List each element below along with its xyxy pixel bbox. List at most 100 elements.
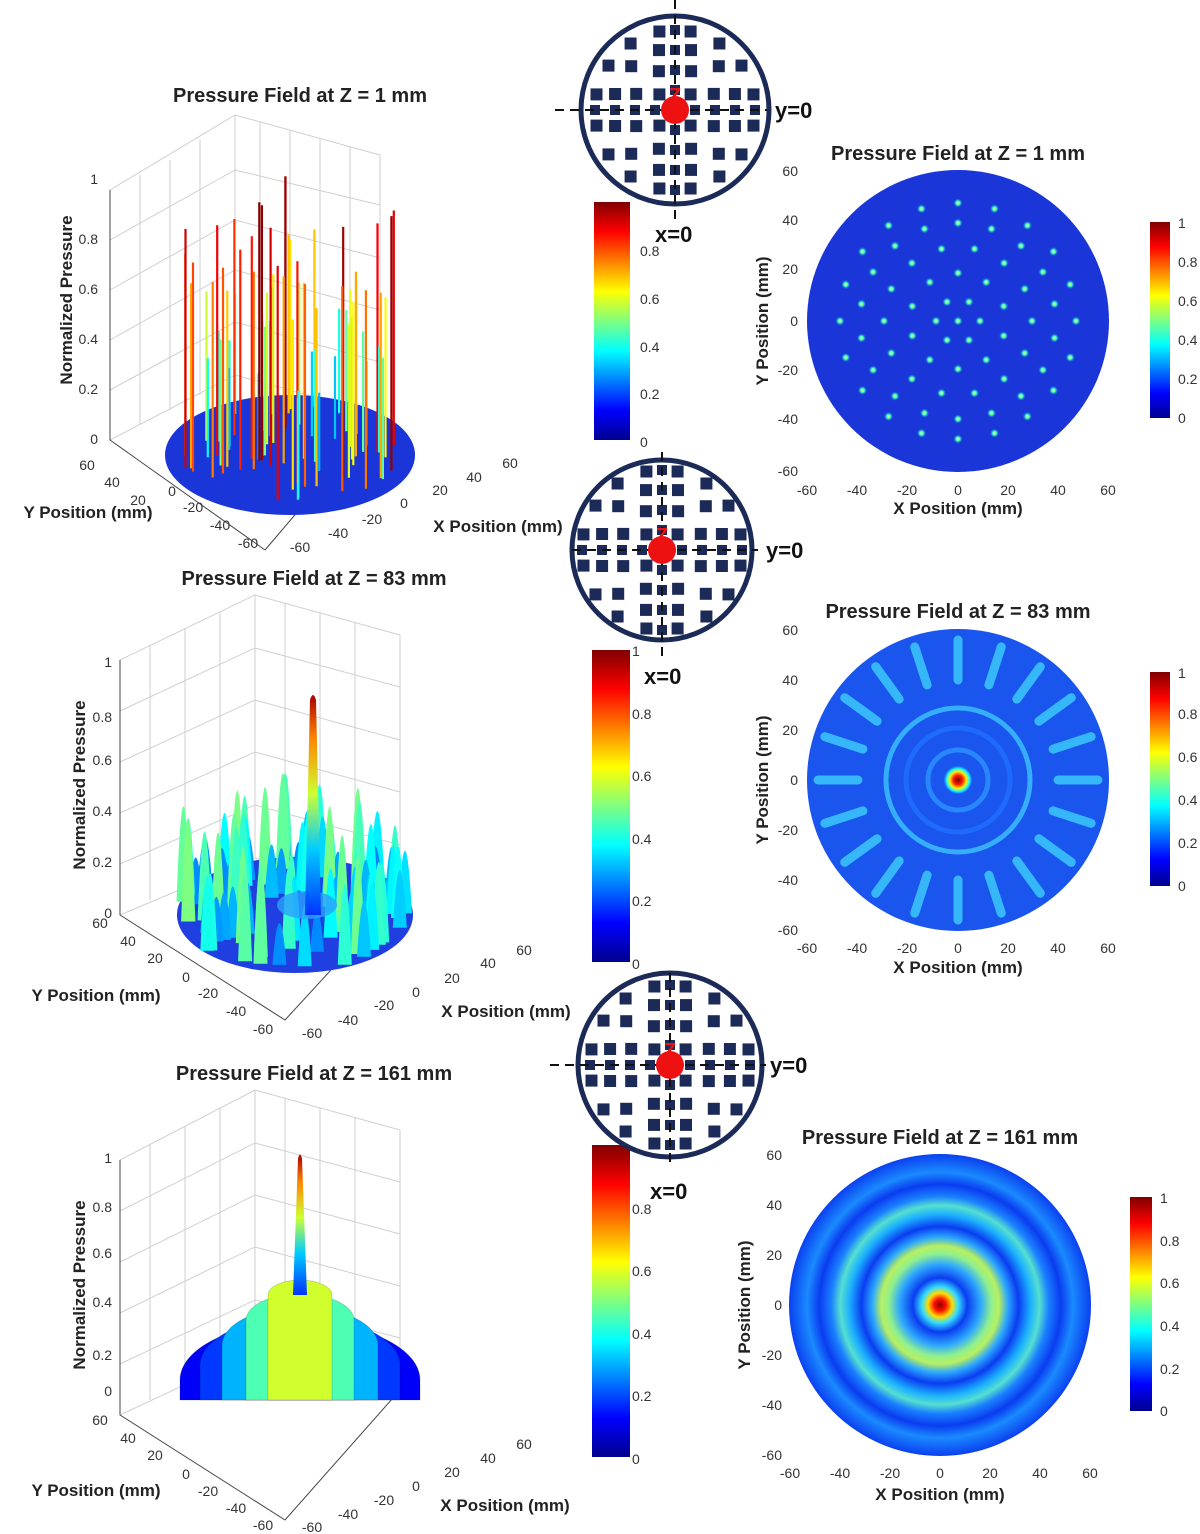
array-element <box>705 1060 715 1070</box>
x-axis-label: X Position (mm) <box>441 1002 570 1021</box>
pressure-spot <box>879 316 889 326</box>
z-tick: 0 <box>90 431 98 447</box>
y-tick: -60 <box>253 1021 273 1037</box>
array-element <box>640 528 653 541</box>
colorbar-tick: 0.2 <box>1178 835 1198 851</box>
array-element <box>707 120 720 133</box>
panel-2d-z161: Pressure Field at Z = 161 mm 60 40 20 0 … <box>735 1127 1180 1504</box>
array-element <box>653 119 666 132</box>
focal-peak <box>293 1154 307 1295</box>
panel-3d-z161: Pressure Field at Z = 161 mm 0 0.2 0.4 0… <box>31 1063 569 1534</box>
y-tick: -40 <box>210 517 230 533</box>
array-element <box>671 559 684 572</box>
array-element <box>624 170 637 183</box>
array-element <box>577 545 587 555</box>
colorbar-tick: 0 <box>1178 878 1186 894</box>
z-axis-marker: Z <box>656 525 668 547</box>
array-element <box>653 182 666 195</box>
focus-marker <box>661 96 689 124</box>
y-tick: 40 <box>104 474 120 490</box>
colorbar <box>592 1145 630 1457</box>
array-element <box>694 560 707 573</box>
y-tick: 20 <box>147 950 163 966</box>
pressure-spot <box>1065 279 1076 290</box>
array-element <box>590 88 603 101</box>
y-tick: 40 <box>782 212 798 228</box>
z-tick: 0 <box>104 905 112 921</box>
array-element <box>652 65 665 78</box>
pressure-spot <box>840 279 851 290</box>
array-element <box>680 1097 693 1110</box>
colorbar-tick: 1 <box>632 643 640 659</box>
y-tick: 20 <box>130 492 146 508</box>
pressure-spot <box>886 348 897 359</box>
array-element <box>577 559 590 572</box>
array-element <box>730 1103 743 1116</box>
y-tick: -60 <box>778 922 798 938</box>
x-tick: -60 <box>797 940 817 956</box>
pressure-spot <box>868 267 879 277</box>
array-diagram-3: Z y=0 x=0 <box>550 970 807 1204</box>
pressure-spot <box>1016 391 1026 402</box>
radial-lobe <box>1034 693 1076 726</box>
z-tick: 0.4 <box>79 331 99 347</box>
array-element <box>707 1102 720 1115</box>
y-tick: 0 <box>182 1466 190 1482</box>
radial-lobe <box>871 662 904 704</box>
pressure-spot <box>868 365 879 375</box>
array-element <box>685 163 697 176</box>
colorbar-tick: 0.8 <box>632 706 652 722</box>
array-element <box>652 142 665 155</box>
pressure-spot <box>907 330 918 341</box>
array-element <box>728 120 741 132</box>
x-tick: -20 <box>897 940 917 956</box>
pressure-spot <box>953 198 963 208</box>
array-element <box>685 65 698 78</box>
pressure-spot <box>989 428 1000 439</box>
panel-2d-z1: Pressure Field at Z = 1 mm 60 40 20 0 -2… <box>753 143 1198 518</box>
x-tick: 40 <box>1032 1465 1048 1481</box>
array-element <box>648 1043 661 1056</box>
colorbar-tick: 1 <box>1178 665 1186 681</box>
y-axis-label: Y Position (mm) <box>31 1481 160 1500</box>
radial-lobe <box>820 732 868 754</box>
colorbar-tick: 0.2 <box>632 1388 652 1404</box>
pressure-spot <box>835 316 845 326</box>
heatmap-spots <box>835 198 1081 444</box>
array-element <box>679 1137 692 1150</box>
x-tick: 60 <box>516 1436 532 1452</box>
y-tick: -20 <box>183 499 203 515</box>
pressure-spot <box>986 408 997 419</box>
concentric-ring <box>903 725 1013 835</box>
array-element <box>672 505 685 518</box>
array-element <box>699 587 712 600</box>
pressure-spot <box>942 296 952 307</box>
y-tick: -40 <box>226 1003 246 1019</box>
array-element <box>735 148 748 161</box>
array-element <box>645 1060 655 1070</box>
array-diagram-2: Z y=0 x=0 <box>569 452 803 689</box>
array-element <box>585 1043 598 1056</box>
array-element <box>684 119 697 132</box>
panel-3d-z1: Pressure Field at Z = 1 mm 0 0.2 0.4 0.6… <box>23 85 562 555</box>
concentric-ring <box>869 691 1047 869</box>
pressure-spot <box>916 428 927 439</box>
array-element <box>612 587 625 600</box>
pressure-spot <box>916 203 927 214</box>
array-element <box>742 1074 755 1087</box>
colorbar <box>592 650 630 962</box>
panel-3d-z83: Pressure Field at Z = 83 mm 0 0.2 0.4 0.… <box>31 568 570 1041</box>
array-element <box>630 120 643 133</box>
array-element <box>707 87 720 100</box>
array-element <box>617 527 630 540</box>
y-tick: 40 <box>766 1197 782 1213</box>
concentric-ring <box>925 747 991 813</box>
y-tick: 60 <box>92 1412 108 1428</box>
pressure-spot <box>883 411 894 422</box>
z-tick: 0.4 <box>93 803 113 819</box>
array-element <box>604 1075 617 1087</box>
pressure-spot <box>883 220 894 231</box>
x-tick: 40 <box>480 1450 496 1466</box>
chart-title: Pressure Field at Z = 1 mm <box>831 143 1085 165</box>
